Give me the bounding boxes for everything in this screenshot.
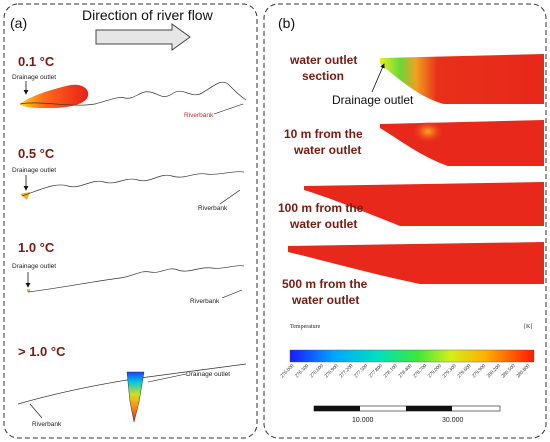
drain-label-0.1: Drainage outlet	[12, 74, 56, 81]
bank-label-gt-1.0: Riverbank	[32, 421, 62, 428]
colorbar-tick-label: 277.200	[338, 363, 354, 379]
section-500m-caption-1: 500 m from the	[282, 277, 368, 291]
temp-label-0.5: 0.5 °C	[18, 146, 55, 161]
colorbar-title: Temperature	[290, 324, 321, 330]
colorbar-tick-label: 280.500	[501, 363, 517, 379]
temp-label-gt-1.0: > 1.0 °C	[18, 344, 66, 359]
colorbar-tick-label: 276.900	[324, 363, 340, 379]
panel-b-label: (b)	[278, 15, 295, 31]
drain-label-1.0: Drainage outlet	[12, 263, 56, 270]
colorbar-gradient	[289, 349, 535, 363]
colorbar-tick-label: 276.600	[309, 363, 325, 379]
colorbar-tick-label: 279.000	[427, 363, 443, 379]
section-100m: 100 m from the water outlet	[278, 182, 544, 231]
scale-label-1: 10.000	[352, 417, 374, 424]
section-outlet-shape	[380, 54, 544, 104]
colorbar-tick-label: 280.800	[515, 363, 531, 379]
colorbar-ticks: 276.000276.300276.600276.900277.200277.5…	[279, 363, 531, 379]
colorbar-tick-label: 278.700	[412, 363, 428, 379]
colorbar-tick-label: 277.800	[368, 363, 384, 379]
plume-1.0	[27, 289, 30, 292]
colorbar-tick-label: 279.900	[471, 363, 487, 379]
bank-label-0.1: Riverbank	[184, 112, 214, 119]
flow-arrow	[95, 23, 191, 51]
bank-arrow-0.1	[213, 103, 244, 115]
drain-label-0.5: Drainage outlet	[12, 167, 56, 174]
row-0.5: 0.5 °C Drainage outlet Riverbank	[12, 146, 245, 212]
colorbar-tick-label: 276.000	[279, 363, 295, 379]
bank-arrow-gt-1.0	[29, 403, 43, 419]
section-10m-caption-2: water outlet	[293, 143, 361, 157]
section-10m-shape	[380, 120, 544, 166]
temp-label-1.0: 1.0 °C	[18, 240, 55, 255]
colorbar: Temperature [K] 276.000276.300276.600276…	[279, 324, 535, 379]
section-500m-shape	[288, 242, 544, 284]
panel-a-label: (a)	[10, 15, 27, 31]
plume-gt-1.0	[126, 371, 145, 423]
riverbank-line-0.5	[21, 171, 245, 197]
section-10m-caption-1: 10 m from the	[284, 127, 363, 141]
plume-0.5	[20, 192, 30, 200]
colorbar-tick-label: 276.300	[294, 363, 310, 379]
panel-a-frame	[3, 3, 258, 439]
drain-arrow-gt-1.0	[147, 373, 187, 383]
colorbar-unit: [K]	[524, 324, 532, 330]
section-outlet-caption-2: section	[302, 69, 344, 83]
colorbar-tick-label: 278.400	[397, 363, 413, 379]
colorbar-tick-label: 277.500	[353, 363, 369, 379]
flow-label: Direction of river flow	[82, 7, 214, 23]
drain-label-gt-1.0: Drainage outlet	[186, 371, 230, 378]
section-100m-caption-2: water outlet	[289, 217, 357, 231]
section-500m-caption-2: water outlet	[291, 293, 359, 307]
section-outlet: water outlet section Drainage outlet	[289, 53, 544, 107]
section-100m-caption-1: 100 m from the	[278, 201, 364, 215]
riverbank-line-0.1	[19, 81, 247, 106]
scale-label-2: 30.000	[442, 417, 464, 424]
drain-label-b: Drainage outlet	[332, 93, 414, 107]
section-outlet-caption-1: water outlet	[289, 53, 357, 67]
drain-arrow-b	[371, 63, 385, 93]
colorbar-tick-label: 279.600	[456, 363, 472, 379]
section-100m-shape	[304, 182, 544, 226]
row-gt-1.0: > 1.0 °C Drainage outlet Riverbank	[17, 344, 247, 428]
colorbar-tick-label: 278.100	[383, 363, 399, 379]
temp-label-0.1: 0.1 °C	[18, 54, 55, 69]
section-10m: 10 m from the water outlet	[284, 120, 544, 166]
row-1.0: 1.0 °C Drainage outlet Riverbank	[12, 240, 245, 305]
scale-bar: 10.000 30.000	[313, 405, 501, 424]
colorbar-tick-label: 280.200	[486, 363, 502, 379]
plume-0.1	[20, 84, 89, 108]
riverbank-line-1.0	[27, 265, 245, 293]
bank-label-1.0: Riverbank	[190, 298, 220, 305]
section-10m-warm-zone	[412, 122, 444, 146]
row-0.1: 0.1 °C Drainage outlet Riverbank	[12, 54, 247, 119]
bank-label-0.5: Riverbank	[198, 205, 228, 212]
section-500m: 500 m from the water outlet	[282, 242, 544, 307]
colorbar-tick-label: 279.300	[442, 363, 458, 379]
bank-arrow-0.5	[219, 189, 241, 205]
bank-arrow-1.0	[221, 289, 243, 299]
